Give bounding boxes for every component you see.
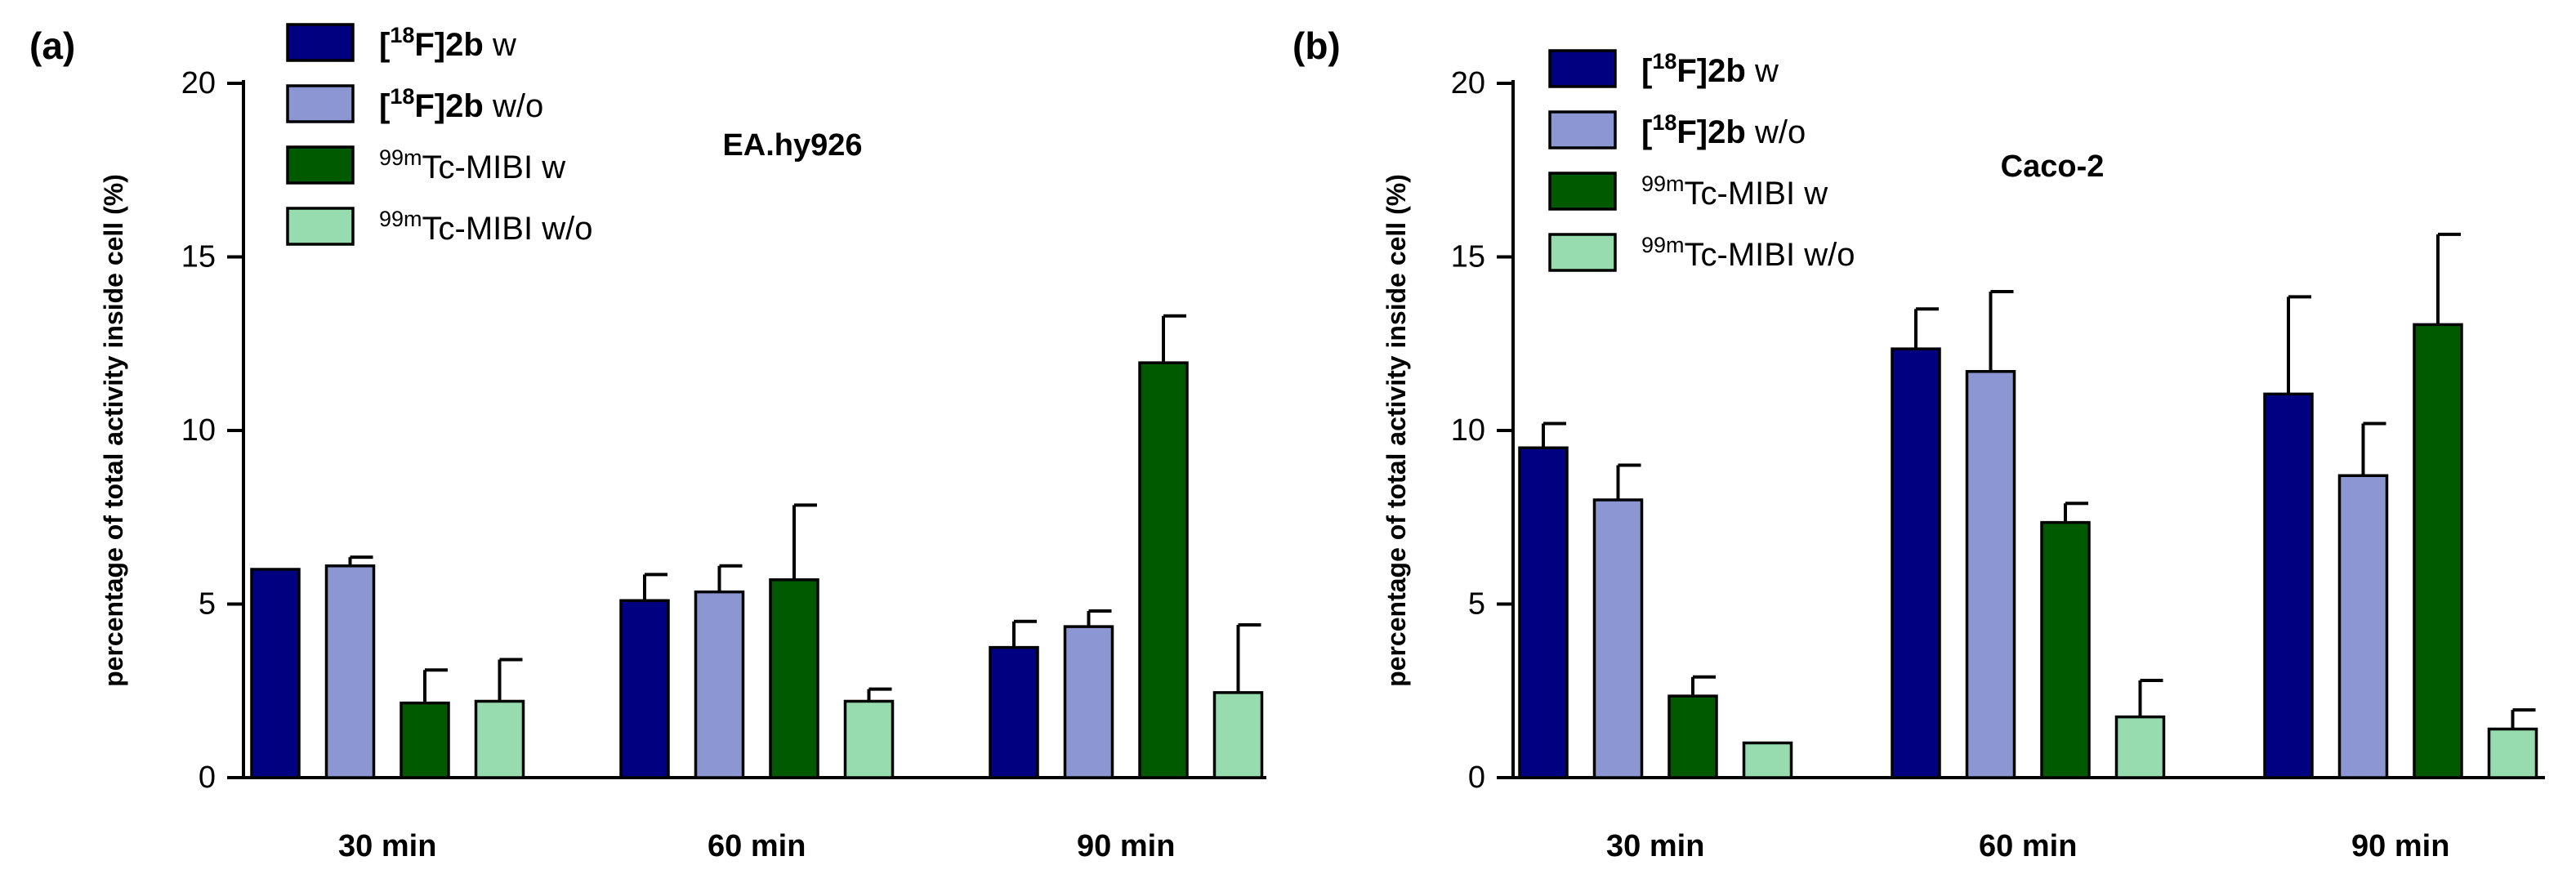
legend-label-main: F] [1676, 114, 1708, 150]
legend-label: [18F]2b w/o [379, 84, 543, 124]
x-tick-label: 90 min [2351, 829, 2449, 863]
bar [1742, 741, 1793, 779]
legend-label-superscript: 99m [379, 207, 422, 231]
y-axis-label: percentage of total activity inside cell… [99, 174, 128, 687]
legend-label-prefix: [ [1641, 114, 1652, 150]
legend-label: [18F]2b w/o [1641, 110, 1806, 150]
bar [1965, 370, 2016, 779]
bar [2040, 520, 2091, 779]
legend-label-prefix: [ [379, 88, 390, 124]
legend-label-suffix: w/o [1746, 114, 1806, 150]
legend-label-compound: 2b [445, 27, 484, 63]
legend-label: 99mTc-MIBI w/o [379, 207, 592, 247]
legend-swatch [286, 23, 355, 62]
bar [619, 599, 670, 779]
legend-swatch [286, 84, 355, 123]
legend-label-prefix: [ [379, 27, 390, 63]
legend-swatch [1548, 49, 1617, 88]
bar [843, 699, 895, 779]
y-tick-label: 10 [1451, 413, 1485, 448]
legend-label-superscript: 18 [390, 23, 414, 47]
legend-swatch [1548, 233, 1617, 272]
legend-label: 99mTc-MIBI w [379, 145, 565, 185]
legend-label-main: Tc-MIBI w/o [1685, 237, 1855, 273]
y-tick-label: 15 [1451, 240, 1485, 274]
bar [2413, 323, 2463, 779]
bar [1063, 625, 1114, 779]
bar [1667, 694, 1718, 779]
x-tick-label: 60 min [1979, 829, 2077, 863]
bar [2114, 715, 2166, 779]
legend-label-superscript: 99m [1641, 233, 1685, 257]
legend-swatch [1548, 110, 1617, 149]
legend-label: [18F]2b w [379, 23, 516, 63]
y-axis-label: percentage of total activity inside cell… [1382, 174, 1411, 687]
chart-title: Caco-2 [2001, 149, 2105, 184]
legend-label-main: F] [414, 88, 445, 124]
bar [1518, 446, 1569, 779]
legend-label: [18F]2b w [1641, 49, 1779, 89]
y-tick-label: 5 [199, 587, 216, 622]
bar [1138, 361, 1189, 779]
x-tick-label: 90 min [1077, 829, 1175, 863]
legend-label-compound: 2b [1708, 53, 1746, 89]
bar [2337, 474, 2389, 779]
chart-panel-a: (a) percentage of total activity inside c… [29, 23, 1266, 863]
legend-label-suffix: w/o [484, 88, 543, 124]
legend-label-main: F] [414, 27, 445, 63]
bar [324, 564, 376, 779]
panel-label: (a) [29, 25, 75, 67]
bar [1212, 691, 1264, 779]
bar [1592, 498, 1644, 779]
legend-label-compound: 2b [445, 88, 484, 124]
y-tick-label: 0 [199, 760, 216, 795]
legend-label-prefix: [ [1641, 53, 1652, 89]
legend-label-suffix: w [484, 27, 516, 63]
y-tick-label: 20 [181, 66, 216, 100]
x-tick-label: 60 min [708, 829, 806, 863]
legend-label-superscript: 18 [1652, 110, 1676, 135]
legend-label-main: Tc-MIBI w/o [422, 211, 593, 247]
legend-label-superscript: 18 [1652, 49, 1676, 74]
chart-title: EA.hy926 [722, 128, 862, 163]
chart-panel-b: (b) percentage of total activity inside c… [1292, 25, 2545, 863]
bar [2263, 392, 2314, 779]
legend-label-main: Tc-MIBI w [1685, 176, 1828, 212]
bar [769, 578, 819, 779]
bar [2487, 727, 2538, 779]
legend-swatch [286, 207, 355, 246]
bar [989, 645, 1039, 779]
y-tick-label: 0 [1468, 760, 1485, 795]
bar [694, 590, 745, 779]
legend-swatch [286, 145, 355, 185]
legend-label: 99mTc-MIBI w [1641, 172, 1828, 212]
bar [250, 568, 301, 779]
bar [474, 699, 525, 779]
legend-label-main: F] [1676, 53, 1708, 89]
y-tick-label: 20 [1451, 66, 1485, 100]
bar [1891, 347, 1941, 779]
y-tick-label: 5 [1468, 587, 1485, 622]
x-tick-label: 30 min [338, 829, 436, 863]
legend-label-main: Tc-MIBI w [422, 149, 566, 185]
panel-label: (b) [1292, 25, 1341, 67]
legend-swatch [1548, 172, 1617, 211]
legend-label-suffix: w [1746, 53, 1779, 89]
legend-label-superscript: 99m [379, 145, 422, 170]
y-tick-label: 15 [181, 240, 216, 274]
legend-label-superscript: 99m [1641, 172, 1685, 196]
legend-label: 99mTc-MIBI w/o [1641, 233, 1855, 273]
bar [400, 701, 450, 779]
legend-label-superscript: 18 [390, 84, 414, 109]
x-tick-label: 30 min [1606, 829, 1704, 863]
y-tick-label: 10 [181, 413, 216, 448]
legend-label-compound: 2b [1708, 114, 1746, 150]
